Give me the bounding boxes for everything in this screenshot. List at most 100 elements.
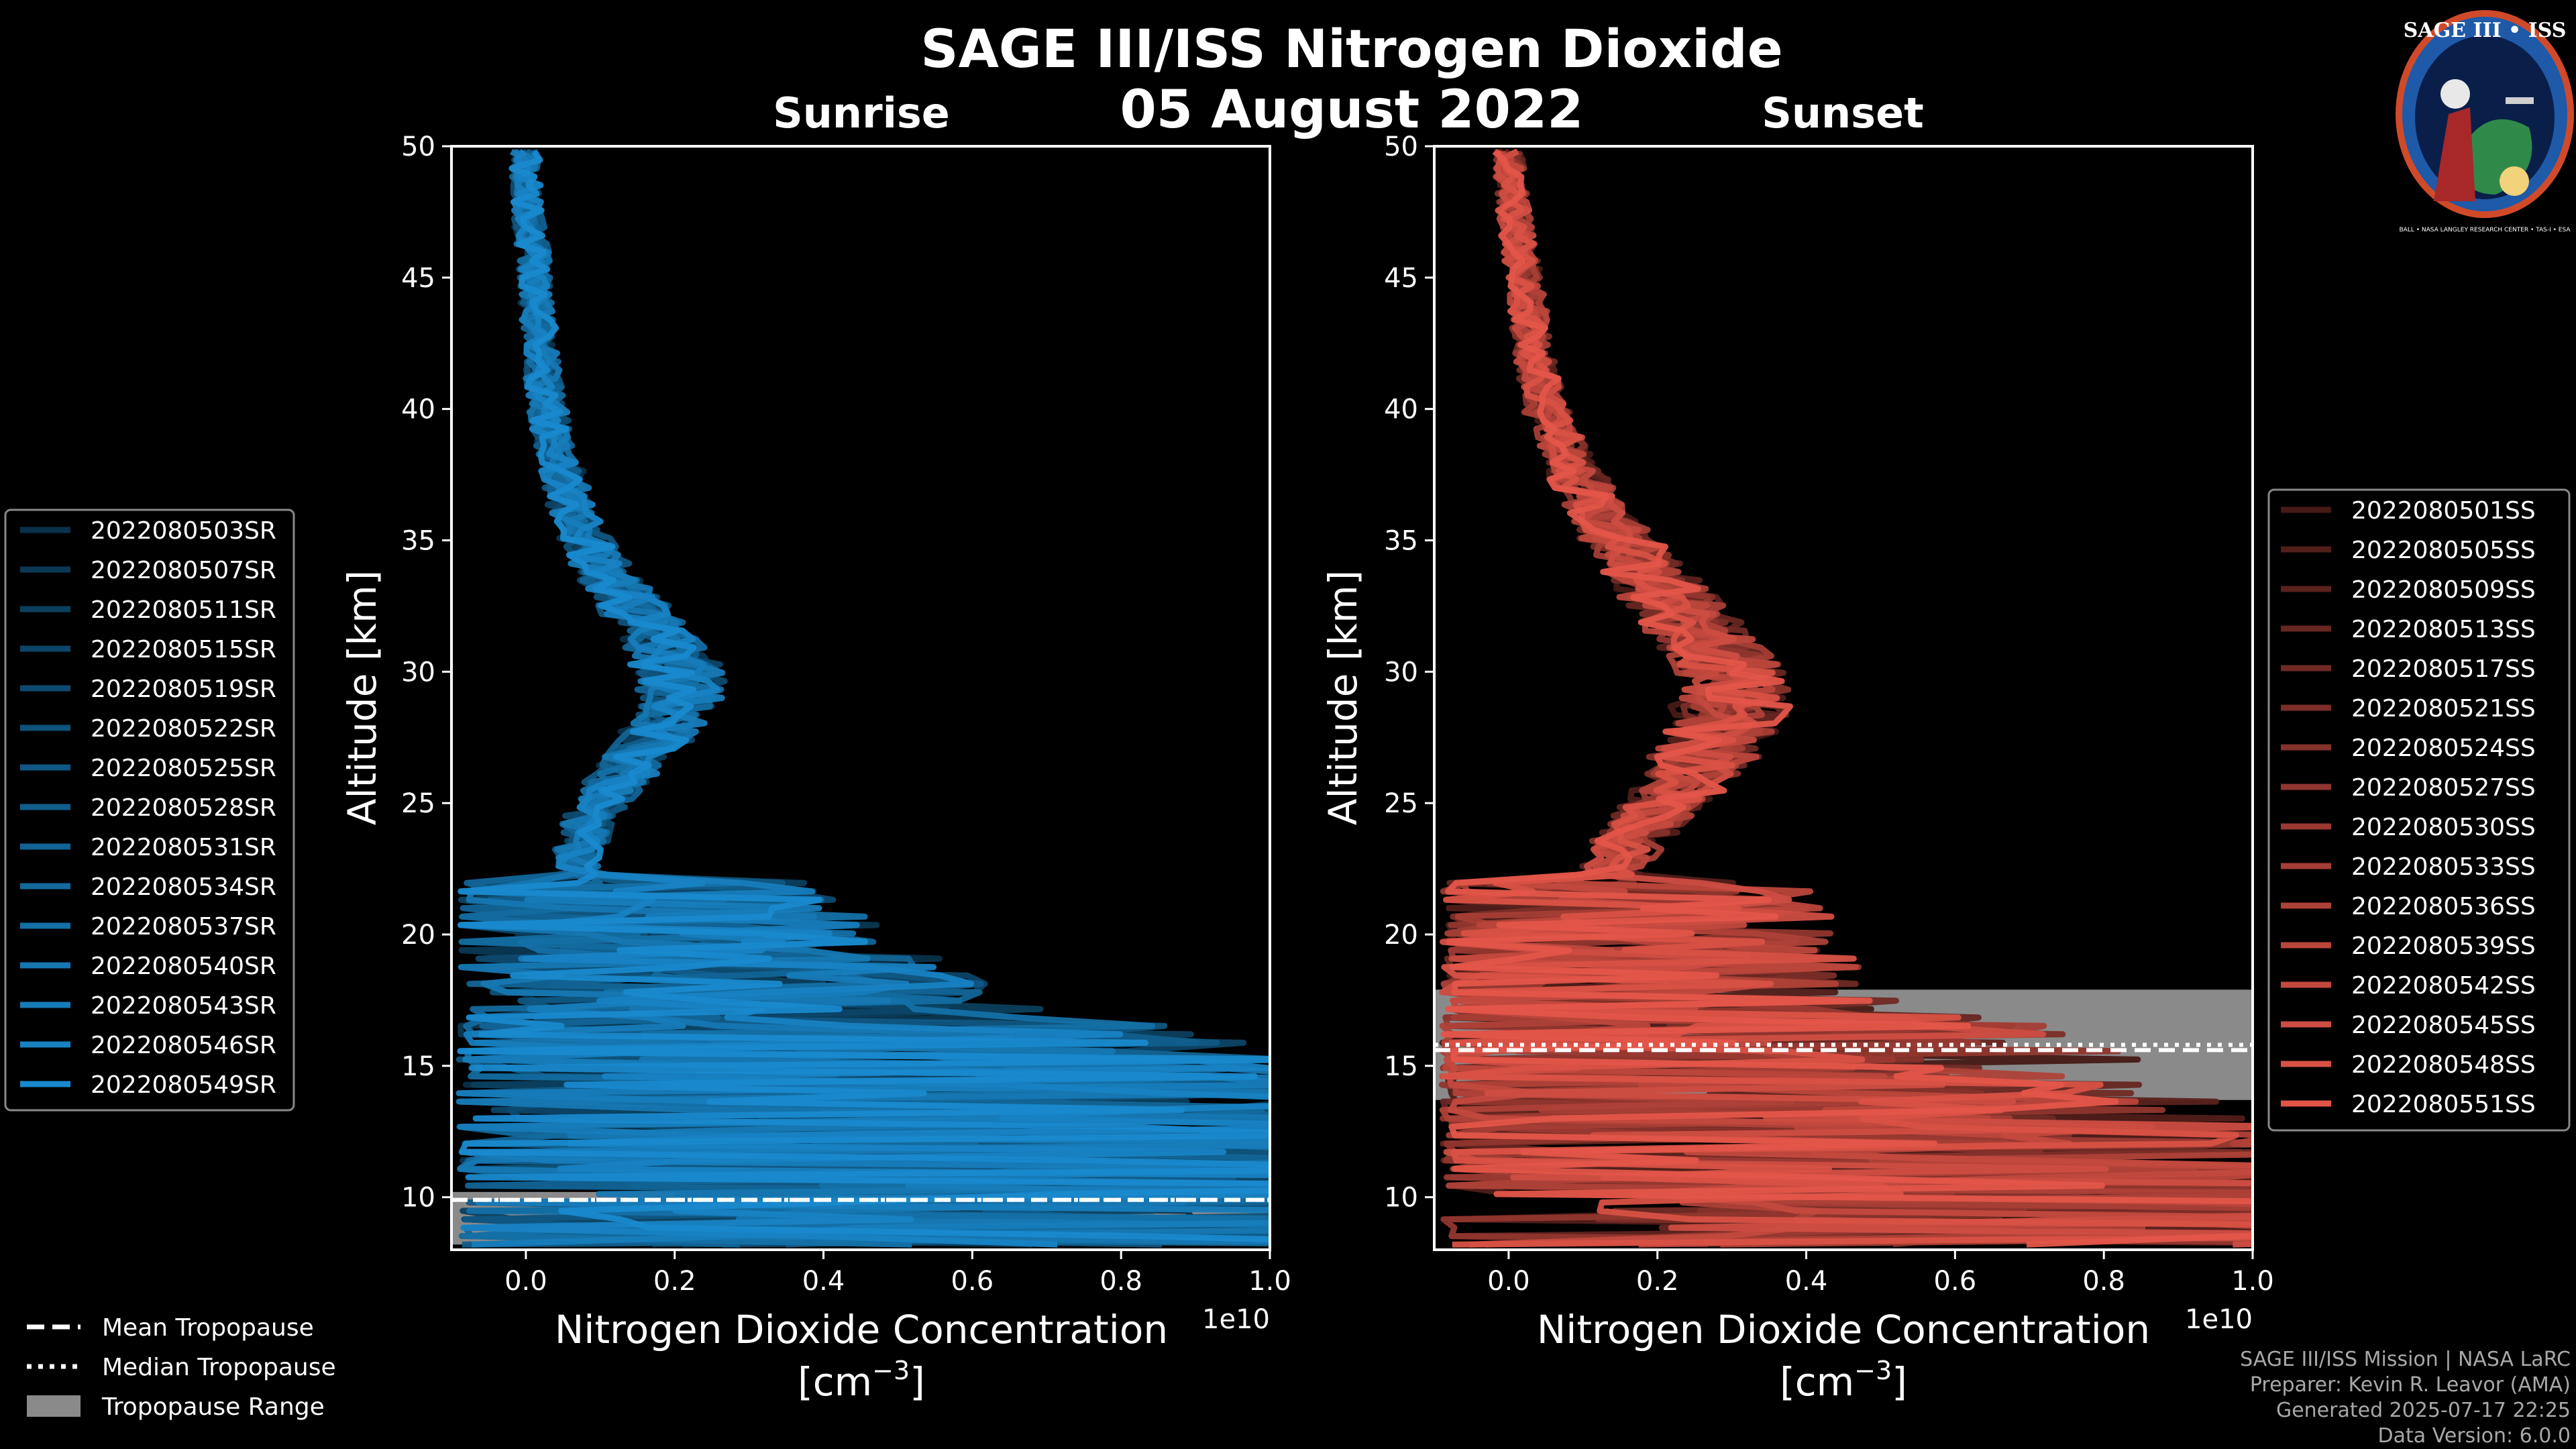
sunrise-legend-label: 2022080543SR — [91, 992, 276, 1020]
sunrise-y-tick-label: 50 — [401, 131, 435, 162]
sunrise-y-tick-label: 40 — [401, 394, 435, 425]
sunset-y-tick-label: 40 — [1384, 394, 1418, 425]
logo-title: SAGE III • ISS — [2404, 19, 2567, 42]
sunrise-x-tick-label: 1.0 — [1248, 1266, 1291, 1297]
sunset-x-scale-label: 1e10 — [2185, 1304, 2253, 1335]
sunset-x-tick-label: 0.2 — [1636, 1266, 1679, 1297]
sunset-legend-label: 2022080536SS — [2351, 893, 2536, 920]
sunrise-legend-label: 2022080534SR — [91, 873, 276, 901]
sunset-x-tick-label: 0.6 — [1934, 1266, 1977, 1297]
logo-ring-text: BALL • NASA LANGLEY RESEARCH CENTER • TA… — [2399, 227, 2571, 233]
sunset-legend-label: 2022080509SS — [2351, 576, 2536, 604]
sunrise-y-ticks: 10 15 20 25 30 35 40 45 50 — [401, 131, 451, 1214]
sunrise-legend-label: 2022080515SR — [91, 636, 276, 663]
sunrise-legend-label: 2022080537SR — [91, 913, 276, 941]
sunrise-x-ticks: 0.0 0.2 0.4 0.6 0.8 1.0 — [504, 1250, 1291, 1297]
sunset-legend-label: 2022080530SS — [2351, 814, 2536, 841]
sunrise-y-tick-label: 45 — [401, 263, 435, 294]
sunset-x-tick-label: 0.0 — [1487, 1266, 1530, 1297]
credit-line-4: Data Version: 6.0.0 — [2378, 1424, 2571, 1448]
sunset-panel: 0.0 0.2 0.4 0.6 0.8 1.0 10 15 20 25 30 35 40 45 50 1e… — [1320, 131, 2274, 1405]
sunset-x-ticks: 0.0 0.2 0.4 0.6 0.8 1.0 — [1487, 1250, 2274, 1297]
sunset-legend-label: 2022080551SS — [2351, 1091, 2536, 1118]
sunrise-legend-label: 2022080546SR — [91, 1032, 276, 1059]
sunset-y-tick-label: 45 — [1384, 263, 1418, 294]
sunset-x-axis-label: Nitrogen Dioxide Concentration — [1537, 1307, 2150, 1352]
logo-moon — [2440, 79, 2470, 109]
sunrise-legend-label: 2022080511SR — [91, 596, 276, 624]
sunset-y-axis-label: Altitude [km] — [1320, 570, 1366, 825]
sunrise-legend-label: 2022080519SR — [91, 676, 276, 703]
sunrise-legend-label: 2022080528SR — [91, 794, 276, 822]
sunset-legend: 2022080501SS 2022080505SS 2022080509SS 2022… — [2267, 488, 2571, 1132]
sunset-legend-label: 2022080545SS — [2351, 1012, 2536, 1039]
sunrise-legend-label: 2022080522SR — [91, 715, 276, 743]
sunset-x-axis-unit: [cm−3] — [1780, 1356, 1907, 1405]
sunrise-legend: 2022080503SR 2022080507SR 2022080511SR 2022… — [4, 508, 295, 1112]
sunset-profile-2022080542SS — [1443, 148, 2253, 1248]
sunset-legend-label: 2022080533SS — [2351, 853, 2536, 881]
credit-line-1: SAGE III/ISS Mission | NASA LaRC — [2240, 1348, 2571, 1371]
figure-title: SAGE III/ISS Nitrogen Dioxide — [920, 19, 1782, 80]
sunset-x-tick-label: 1.0 — [2231, 1266, 2274, 1297]
sunrise-legend-label: 2022080540SR — [91, 953, 276, 980]
sunrise-legend-label: 2022080525SR — [91, 755, 276, 782]
sunrise-y-tick-label: 10 — [401, 1183, 435, 1214]
sunset-y-tick-label: 30 — [1384, 657, 1418, 688]
credits: SAGE III/ISS Mission | NASA LaRC Prepare… — [2240, 1348, 2571, 1448]
sunset-legend-label: 2022080527SS — [2351, 774, 2536, 802]
sunrise-y-tick-label: 20 — [401, 920, 435, 951]
sunset-legend-label: 2022080517SS — [2351, 655, 2536, 683]
sunrise-x-tick-label: 0.8 — [1099, 1266, 1142, 1297]
sunset-y-tick-label: 35 — [1384, 526, 1418, 557]
sunset-legend-label: 2022080524SS — [2351, 735, 2536, 762]
sunrise-frame — [450, 145, 1271, 1251]
sunset-legend-label: 2022080542SS — [2351, 972, 2536, 1000]
figure-date: 05 August 2022 — [1120, 80, 1584, 140]
sunrise-legend-label: 2022080549SR — [91, 1071, 276, 1099]
sunset-y-tick-label: 20 — [1384, 920, 1418, 951]
sunrise-y-axis-label: Altitude [km] — [339, 570, 385, 825]
sunrise-x-scale-label: 1e10 — [1202, 1304, 1270, 1335]
sunrise-legend-label: 2022080503SR — [91, 517, 276, 545]
logo-station — [2506, 97, 2534, 104]
tropopause-range-swatch — [27, 1395, 80, 1417]
sunset-legend-box — [2267, 488, 2571, 1132]
sunrise-x-tick-label: 0.0 — [504, 1266, 547, 1297]
credit-line-2: Preparer: Kevin R. Leavor (AMA) — [2250, 1373, 2571, 1397]
sunset-legend-label: 2022080501SS — [2351, 497, 2536, 525]
logo-sun — [2500, 166, 2529, 196]
sunset-legend-label: 2022080521SS — [2351, 695, 2536, 722]
sunset-legend-label: 2022080539SS — [2351, 932, 2536, 960]
sunrise-y-tick-label: 25 — [401, 788, 435, 819]
sunset-x-tick-label: 0.4 — [1785, 1266, 1828, 1297]
sunset-x-tick-label: 0.8 — [2082, 1266, 2125, 1297]
sunset-legend-label: 2022080505SS — [2351, 537, 2536, 564]
sunrise-y-tick-label: 30 — [401, 657, 435, 688]
sunset-profiles — [1439, 148, 2253, 1248]
tropopause-legend: Mean Tropopause Median Tropopause Tropopau… — [27, 1314, 336, 1421]
sunrise-profile-2022080549SR — [457, 150, 1270, 1242]
sunrise-legend-label: 2022080531SR — [91, 834, 276, 861]
tropopause-legend-label: Mean Tropopause — [102, 1314, 314, 1342]
sunset-y-tick-label: 15 — [1384, 1051, 1418, 1082]
sunrise-panel: 0.0 0.2 0.4 0.6 0.8 1.0 10 15 20 25 30 35 40 45 50 1e… — [339, 131, 1291, 1405]
sunset-panel-title: Sunset — [1762, 89, 1924, 138]
sunset-y-tick-label: 10 — [1384, 1183, 1418, 1214]
sunrise-x-tick-label: 0.2 — [653, 1266, 696, 1297]
sunset-profile-2022080551SS — [1440, 149, 2253, 1248]
logo-figure — [2434, 107, 2475, 201]
sunset-legend-label: 2022080548SS — [2351, 1051, 2536, 1079]
sunset-y-tick-label: 50 — [1384, 131, 1418, 162]
sunrise-legend-label: 2022080507SR — [91, 557, 276, 584]
sunrise-y-tick-label: 35 — [401, 526, 435, 557]
sunset-frame — [1433, 145, 2254, 1251]
sunrise-x-tick-label: 0.6 — [951, 1266, 994, 1297]
sunrise-x-axis-unit: [cm−3] — [798, 1356, 925, 1405]
sunrise-profile-2022080543SR — [455, 148, 1270, 1248]
sunrise-profiles — [455, 148, 1270, 1248]
sunset-tropopause-lines — [1434, 1042, 2253, 1053]
sunrise-legend-box — [4, 508, 295, 1112]
credit-line-3: Generated 2025-07-17 22:25 — [2276, 1399, 2571, 1422]
